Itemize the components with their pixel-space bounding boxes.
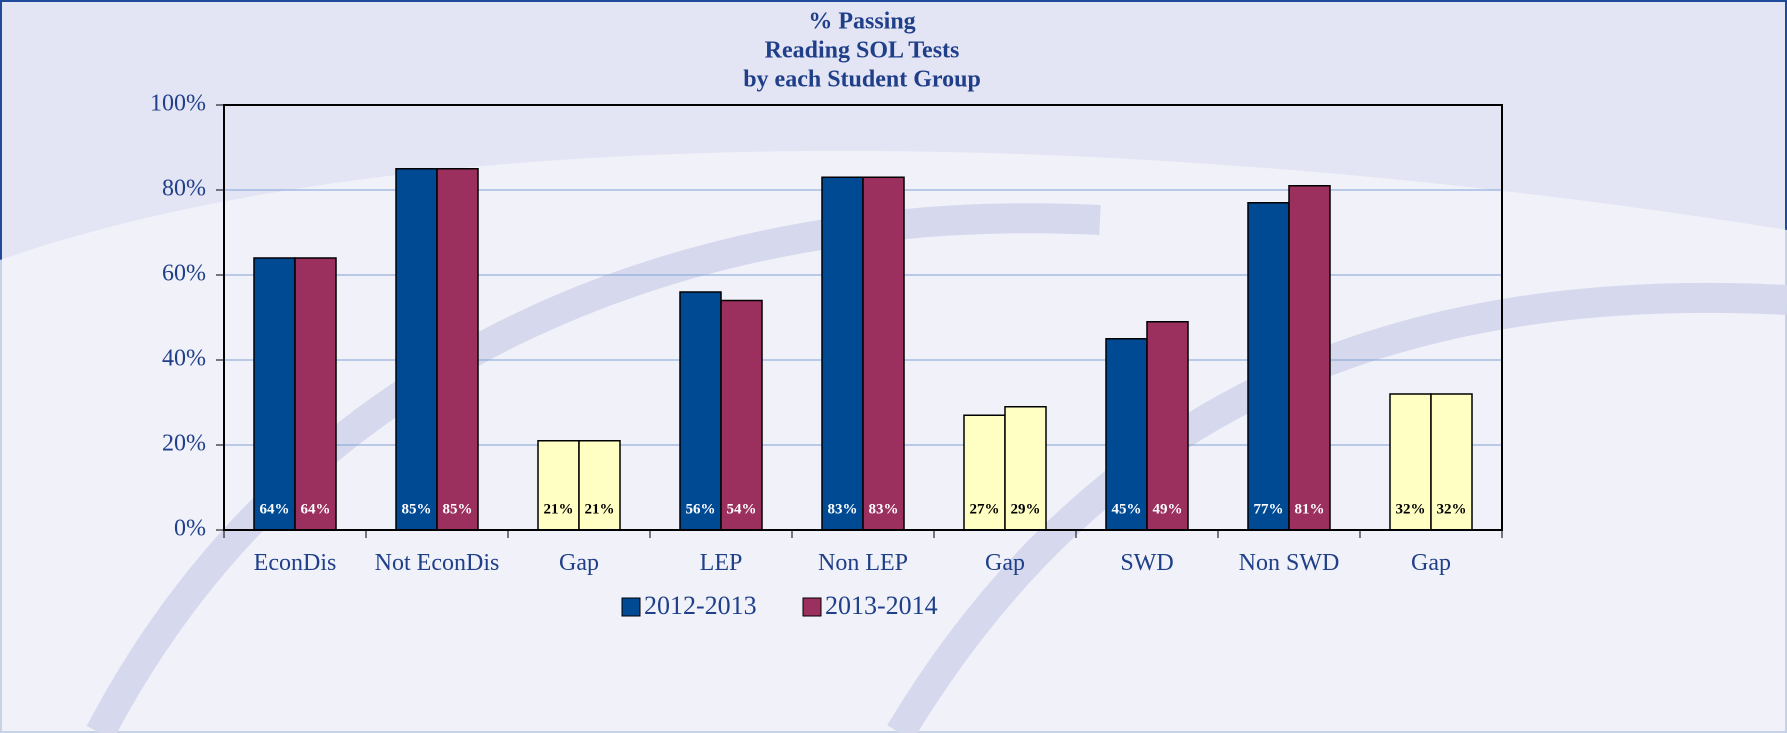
bar — [821, 176, 864, 531]
bar — [537, 440, 580, 531]
value-label: 54% — [727, 501, 757, 517]
value-label: 27% — [970, 501, 1000, 517]
y-tick-label: 80% — [162, 176, 206, 202]
value-label: 45% — [1112, 501, 1142, 517]
bar — [1247, 202, 1290, 531]
y-tick-label: 60% — [162, 261, 206, 287]
value-label: 81% — [1295, 501, 1325, 517]
x-tick-label: Non SWD — [1238, 550, 1340, 576]
value-label: 64% — [260, 501, 290, 517]
bar — [679, 291, 722, 531]
x-tick-label: Gap — [559, 550, 599, 576]
bar — [1105, 338, 1148, 531]
bar — [1389, 393, 1432, 531]
chart-title: Reading SOL Tests — [765, 38, 960, 64]
y-tick-label: 20% — [162, 431, 206, 457]
value-label: 21% — [585, 501, 615, 517]
value-label: 85% — [402, 501, 432, 517]
value-label: 29% — [1011, 501, 1041, 517]
bar — [1430, 393, 1473, 531]
value-label: 64% — [301, 501, 331, 517]
bar — [395, 168, 438, 531]
y-tick-label: 100% — [150, 91, 206, 117]
value-label: 21% — [544, 501, 574, 517]
bar — [436, 168, 479, 531]
value-label: 83% — [869, 501, 899, 517]
value-label: 32% — [1437, 501, 1467, 517]
x-tick-label: EconDis — [253, 550, 337, 576]
chart-title: by each Student Group — [743, 67, 981, 93]
x-tick-label: SWD — [1120, 550, 1174, 576]
plot-frame — [223, 104, 1503, 531]
y-tick-label: 0% — [174, 516, 206, 542]
legend-label: 2012-2013 — [644, 591, 757, 620]
legend-swatch — [621, 597, 641, 617]
legend-label: 2013-2014 — [825, 591, 938, 620]
x-tick-label: Not EconDis — [374, 550, 500, 576]
value-label: 83% — [828, 501, 858, 517]
value-label: 77% — [1254, 501, 1284, 517]
bar — [1146, 321, 1189, 531]
bar — [862, 176, 905, 531]
value-label: 85% — [443, 501, 473, 517]
bar — [253, 257, 296, 531]
background-swirl — [86, 203, 1101, 733]
bar — [1288, 185, 1331, 531]
value-label: 56% — [686, 501, 716, 517]
value-label: 32% — [1396, 501, 1426, 517]
chart-title: % Passing — [808, 9, 915, 35]
x-tick-label: Gap — [1411, 550, 1451, 576]
x-tick-label: Non LEP — [818, 550, 908, 576]
x-tick-label: Gap — [985, 550, 1025, 576]
value-label: 49% — [1153, 501, 1183, 517]
y-tick-label: 40% — [162, 346, 206, 372]
bar — [720, 299, 763, 531]
x-tick-label: LEP — [699, 550, 743, 576]
bar — [294, 257, 337, 531]
legend-swatch — [802, 597, 822, 617]
